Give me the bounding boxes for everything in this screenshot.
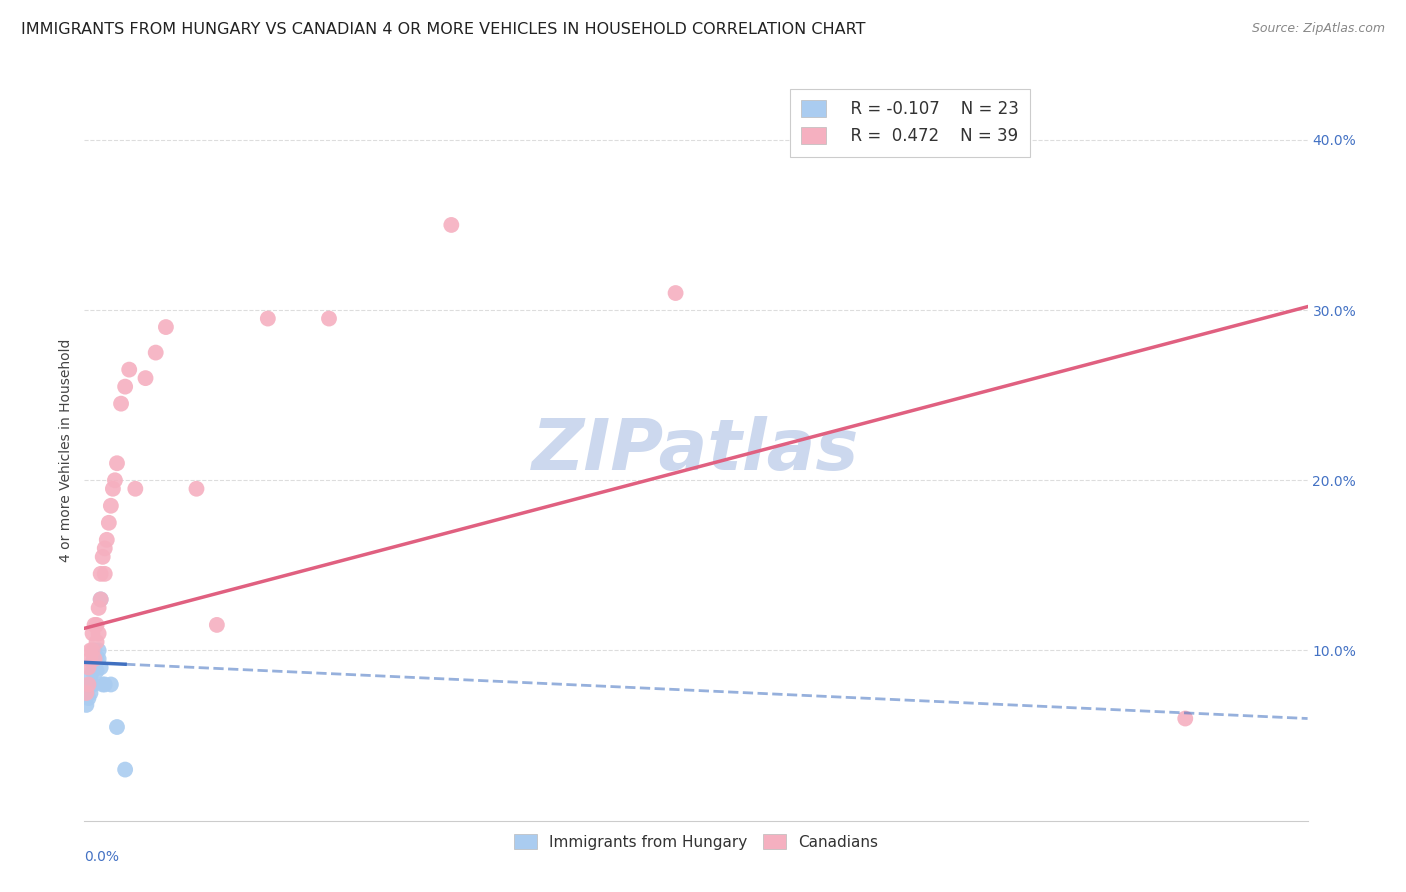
Text: ZIPatlas: ZIPatlas [533, 416, 859, 485]
Point [87, 600, 110, 615]
Point [848, 141, 870, 155]
Point [86, 652, 108, 666]
Point [86, 618, 108, 632]
Point [114, 379, 136, 393]
Legend: Immigrants from Hungary, Canadians: Immigrants from Hungary, Canadians [506, 826, 886, 857]
Point [110, 397, 132, 411]
Point [79, 686, 101, 700]
Point [87, 643, 110, 657]
Point [135, 371, 157, 385]
Text: 0.0%: 0.0% [84, 850, 120, 864]
Point [83, 618, 105, 632]
Point [77, 681, 100, 695]
Point [83, 652, 105, 666]
Point [665, 286, 688, 301]
Point [87, 626, 110, 640]
Point [83, 652, 105, 666]
Point [186, 482, 208, 496]
Point [90, 592, 112, 607]
Point [93, 677, 115, 691]
Point [90, 660, 112, 674]
Point [79, 652, 101, 666]
Point [82, 677, 104, 691]
Point [79, 677, 101, 691]
Point [145, 345, 167, 359]
Point [77, 660, 100, 674]
Point [205, 618, 228, 632]
Point [440, 218, 463, 232]
Point [87, 652, 110, 666]
Point [257, 311, 280, 326]
Point [105, 720, 128, 734]
Point [75, 698, 97, 712]
Point [90, 566, 112, 581]
Point [90, 592, 112, 607]
Point [105, 456, 128, 470]
Point [82, 643, 104, 657]
Text: IMMIGRANTS FROM HUNGARY VS CANADIAN 4 OR MORE VEHICLES IN HOUSEHOLD CORRELATION : IMMIGRANTS FROM HUNGARY VS CANADIAN 4 OR… [21, 22, 866, 37]
Point [114, 763, 136, 777]
Point [77, 677, 100, 691]
Point [100, 499, 122, 513]
Point [75, 686, 97, 700]
Point [124, 482, 146, 496]
Point [79, 643, 101, 657]
Point [155, 320, 177, 334]
Point [82, 626, 104, 640]
Point [82, 664, 104, 678]
Point [104, 473, 127, 487]
Y-axis label: 4 or more Vehicles in Household: 4 or more Vehicles in Household [59, 339, 73, 562]
Point [83, 643, 105, 657]
Point [91, 677, 114, 691]
Point [118, 362, 141, 376]
Point [96, 533, 118, 547]
Point [318, 311, 340, 326]
Point [91, 549, 114, 564]
Point [1174, 712, 1197, 726]
Point [93, 566, 115, 581]
Point [86, 635, 108, 649]
Point [93, 541, 115, 556]
Point [77, 691, 100, 706]
Point [101, 482, 124, 496]
Point [86, 664, 108, 678]
Point [83, 660, 105, 674]
Point [97, 516, 120, 530]
Text: Source: ZipAtlas.com: Source: ZipAtlas.com [1251, 22, 1385, 36]
Point [82, 656, 104, 670]
Point [79, 669, 101, 683]
Point [100, 677, 122, 691]
